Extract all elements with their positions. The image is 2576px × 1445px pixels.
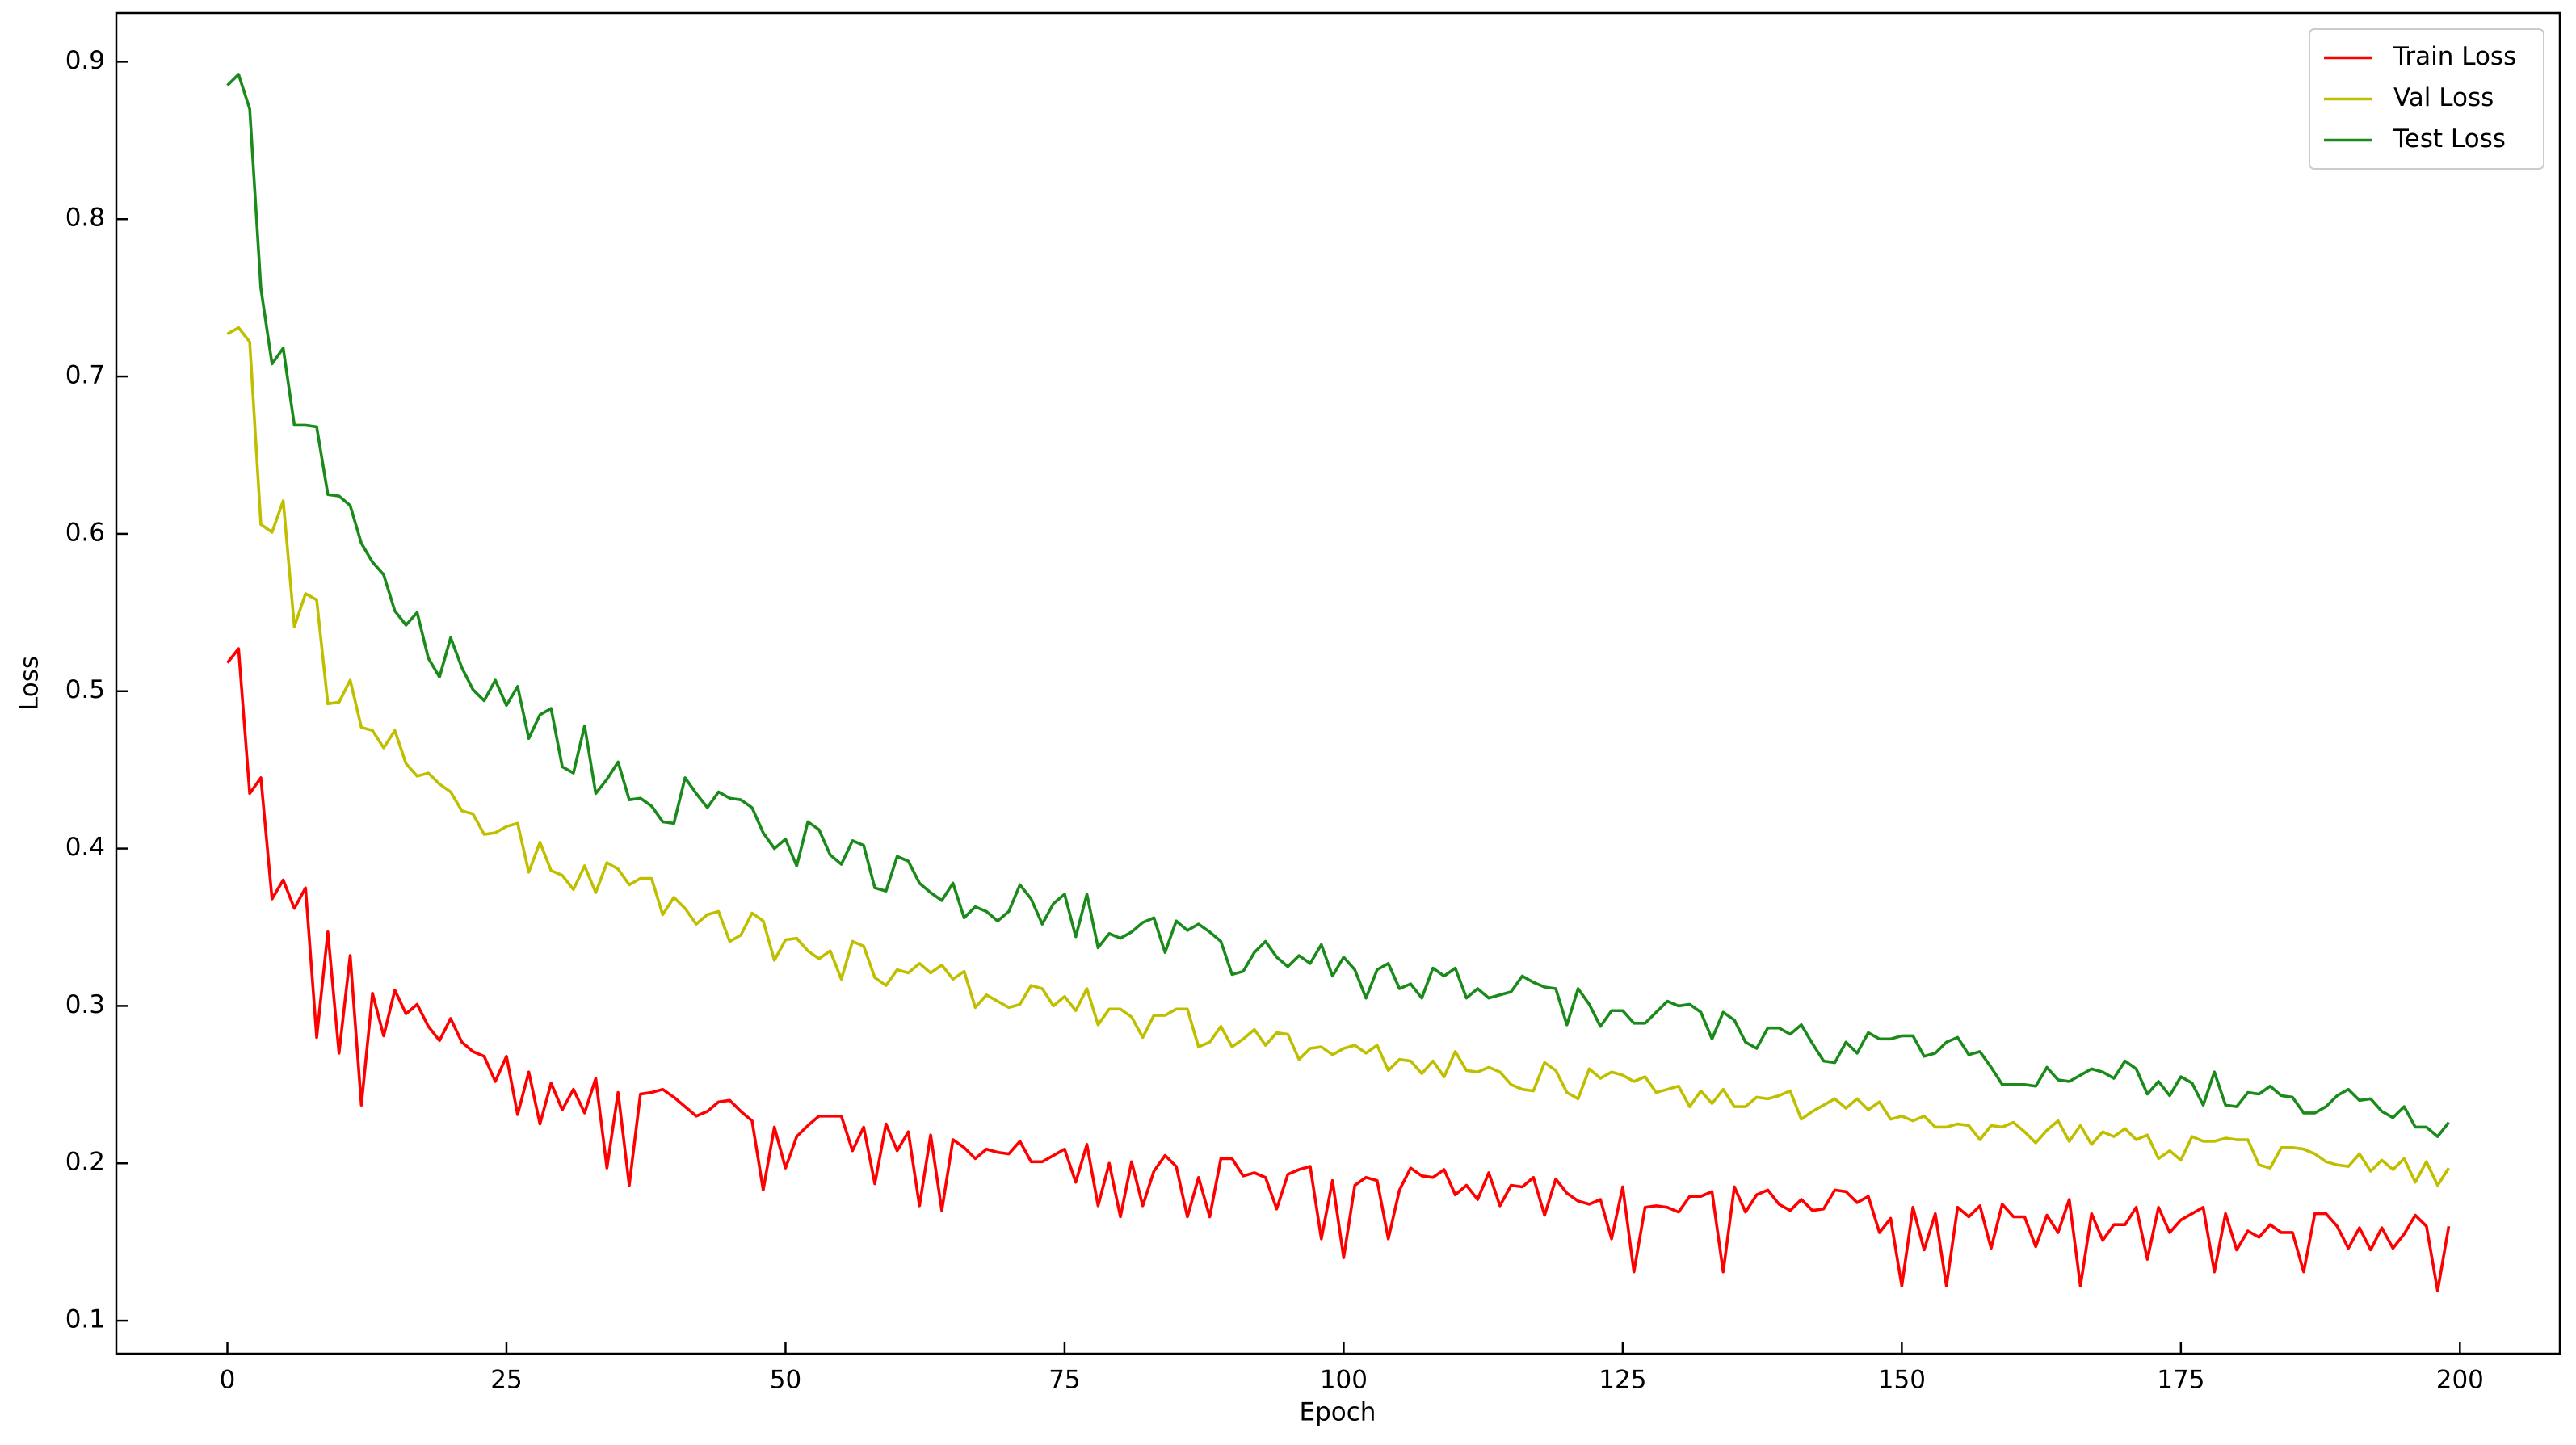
y-tick-label: 0.2 (65, 1148, 105, 1177)
x-tick-label: 75 (1048, 1366, 1080, 1395)
y-axis-label: Loss (15, 656, 44, 711)
y-tick-label: 0.5 (65, 675, 105, 704)
series-line (226, 326, 2451, 1187)
plot-frame (115, 11, 2561, 1355)
y-tick-label: 0.7 (65, 361, 105, 390)
series-line (226, 73, 2450, 1138)
y-tick-label: 0.1 (65, 1305, 105, 1334)
x-tick-label: 0 (220, 1366, 236, 1395)
legend-label: Train Loss (2393, 42, 2516, 71)
x-tick-label: 200 (2436, 1366, 2484, 1395)
legend-label: Test Loss (2393, 124, 2506, 153)
x-tick-label: 150 (1878, 1366, 1926, 1395)
y-tick-label: 0.9 (65, 46, 105, 75)
legend-label: Val Loss (2393, 83, 2494, 112)
y-tick-label: 0.6 (65, 518, 105, 547)
x-tick-label: 175 (2157, 1366, 2204, 1395)
x-tick-label: 25 (490, 1366, 522, 1395)
y-tick-label: 0.8 (65, 204, 105, 233)
x-tick-label: 100 (1320, 1366, 1368, 1395)
x-tick-label: 50 (770, 1366, 801, 1395)
legend-box (2309, 28, 2544, 170)
y-tick-label: 0.4 (65, 833, 105, 862)
x-tick-label: 125 (1599, 1366, 1646, 1395)
x-axis-label: Epoch (1300, 1398, 1376, 1427)
series-line (226, 647, 2451, 1292)
y-tick-label: 0.3 (65, 990, 105, 1019)
